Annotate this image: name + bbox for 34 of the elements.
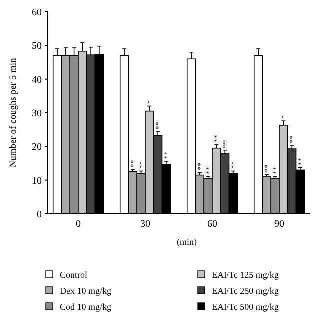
x-tick-label: 90	[274, 219, 285, 230]
annotation: **	[154, 122, 164, 130]
y-tick-label: 10	[32, 176, 42, 187]
annotation: **	[162, 151, 172, 160]
x-tick-label: 0	[76, 219, 81, 230]
y-tick-label: 0	[37, 210, 42, 220]
x-tick-label: 30	[140, 219, 150, 230]
annotation: *	[146, 100, 155, 104]
x-axis-title: (min)	[177, 237, 197, 247]
annotation: *	[280, 115, 289, 120]
annotation: **	[296, 158, 306, 166]
y-tick-label: 60	[32, 8, 42, 18]
legend-label: Cod 10 mg/kg	[60, 302, 112, 312]
legend-label: Control	[60, 270, 88, 280]
annotation: **	[204, 166, 214, 175]
annotation: **	[229, 161, 238, 170]
legend-label: EAFTc 500 mg/kg	[212, 302, 280, 312]
annotation: **	[221, 140, 230, 148]
annotation: **	[137, 161, 146, 170]
y-tick-label: 30	[32, 108, 42, 120]
annotation: **	[128, 160, 138, 168]
annotation: **	[288, 136, 298, 144]
x-tick-label: 60	[208, 219, 218, 230]
y-tick-label: 20	[32, 142, 42, 154]
y-tick-label: 50	[32, 41, 42, 52]
legend-label: EAFTc 250 mg/kg	[212, 286, 280, 296]
annotation: **	[262, 164, 272, 173]
annotation: **	[212, 134, 222, 143]
legend-label: EAFTc 125 mg/kg	[212, 270, 280, 280]
legend-label: Dex 10 mg/kg	[60, 286, 112, 296]
annotation: **	[196, 162, 205, 171]
y-axis-title: Number of coughs per 5 min	[9, 58, 19, 168]
y-tick-label: 40	[32, 74, 42, 86]
annotation: **	[271, 166, 280, 175]
